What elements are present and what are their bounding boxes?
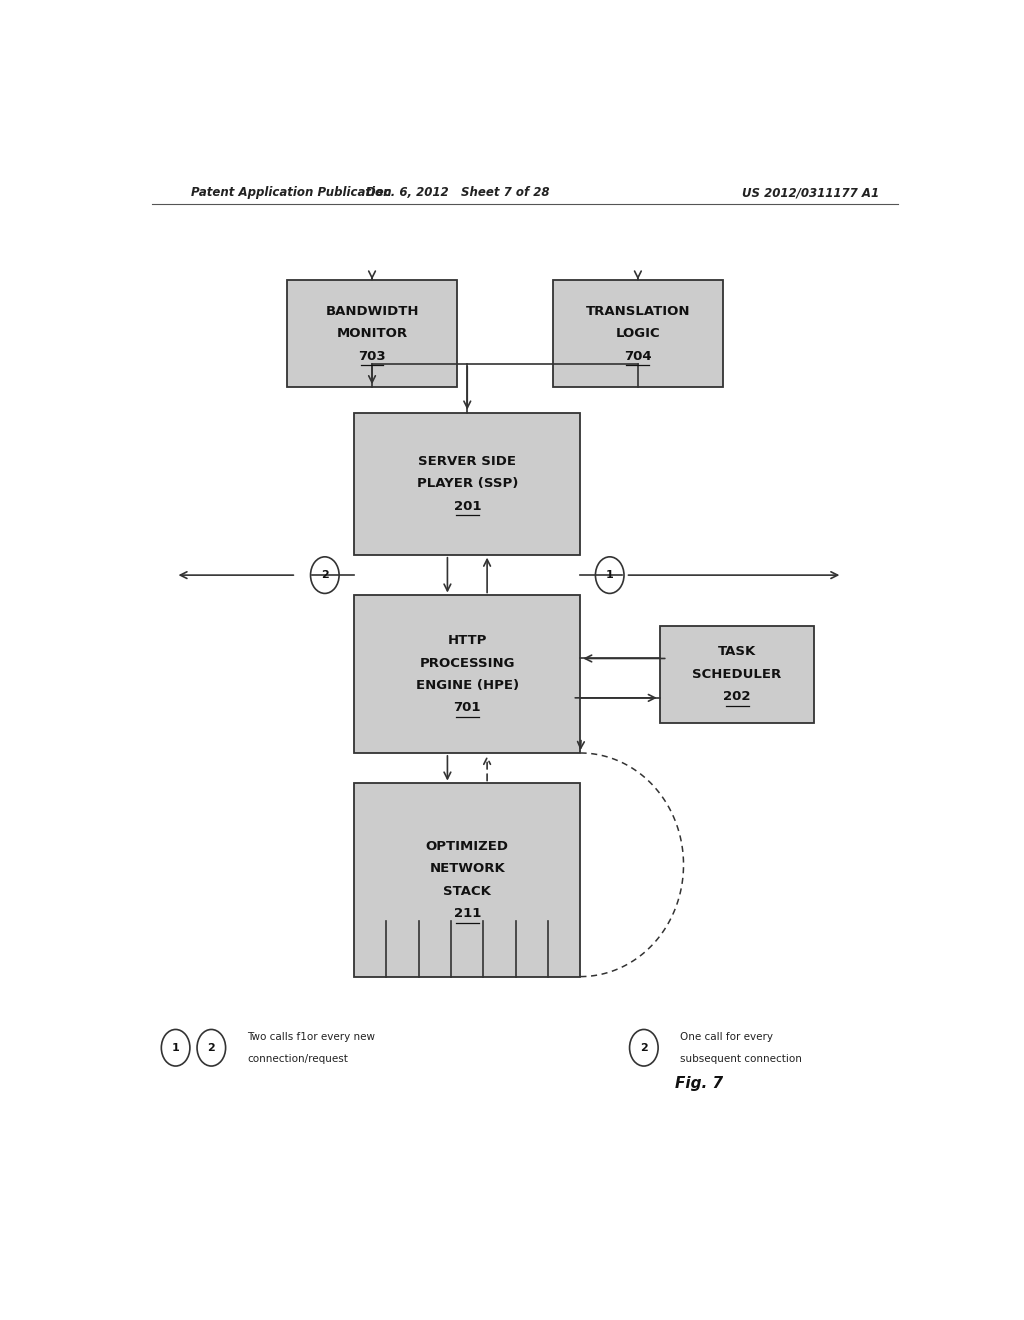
Text: One call for every: One call for every [680, 1031, 772, 1041]
Bar [354, 412, 581, 554]
Text: BANDWIDTH: BANDWIDTH [326, 305, 419, 318]
Text: 1: 1 [172, 1043, 179, 1053]
Text: PROCESSING: PROCESSING [420, 656, 515, 669]
Bar [659, 626, 814, 722]
Text: 202: 202 [723, 690, 751, 704]
Text: TRANSLATION: TRANSLATION [586, 305, 690, 318]
Text: 211: 211 [454, 907, 481, 920]
Bar [354, 595, 581, 752]
Text: 2: 2 [208, 1043, 215, 1053]
Bar [553, 280, 723, 387]
Text: OPTIMIZED: OPTIMIZED [426, 840, 509, 853]
Text: Two calls f1or every new: Two calls f1or every new [247, 1031, 375, 1041]
Text: Patent Application Publication: Patent Application Publication [191, 186, 392, 199]
Text: US 2012/0311177 A1: US 2012/0311177 A1 [742, 186, 879, 199]
Text: 1: 1 [606, 570, 613, 579]
Text: 2: 2 [640, 1043, 648, 1053]
Text: SERVER SIDE: SERVER SIDE [418, 455, 516, 467]
Text: SCHEDULER: SCHEDULER [692, 668, 781, 681]
Text: 701: 701 [454, 701, 481, 714]
Text: Fig. 7: Fig. 7 [676, 1076, 723, 1090]
Text: TASK: TASK [718, 645, 756, 659]
Bar [354, 784, 581, 977]
Text: PLAYER (SSP): PLAYER (SSP) [417, 477, 518, 490]
Text: 704: 704 [624, 350, 651, 363]
Text: STACK: STACK [443, 884, 492, 898]
Text: NETWORK: NETWORK [429, 862, 505, 875]
Text: MONITOR: MONITOR [337, 327, 408, 341]
Text: connection/request: connection/request [247, 1053, 348, 1064]
Text: HTTP: HTTP [447, 634, 487, 647]
Bar [287, 280, 458, 387]
Text: subsequent connection: subsequent connection [680, 1053, 802, 1064]
Text: Dec. 6, 2012   Sheet 7 of 28: Dec. 6, 2012 Sheet 7 of 28 [366, 186, 549, 199]
Text: 703: 703 [358, 350, 386, 363]
Text: 2: 2 [321, 570, 329, 579]
Text: ENGINE (HPE): ENGINE (HPE) [416, 678, 519, 692]
Text: LOGIC: LOGIC [615, 327, 660, 341]
Text: 201: 201 [454, 499, 481, 512]
